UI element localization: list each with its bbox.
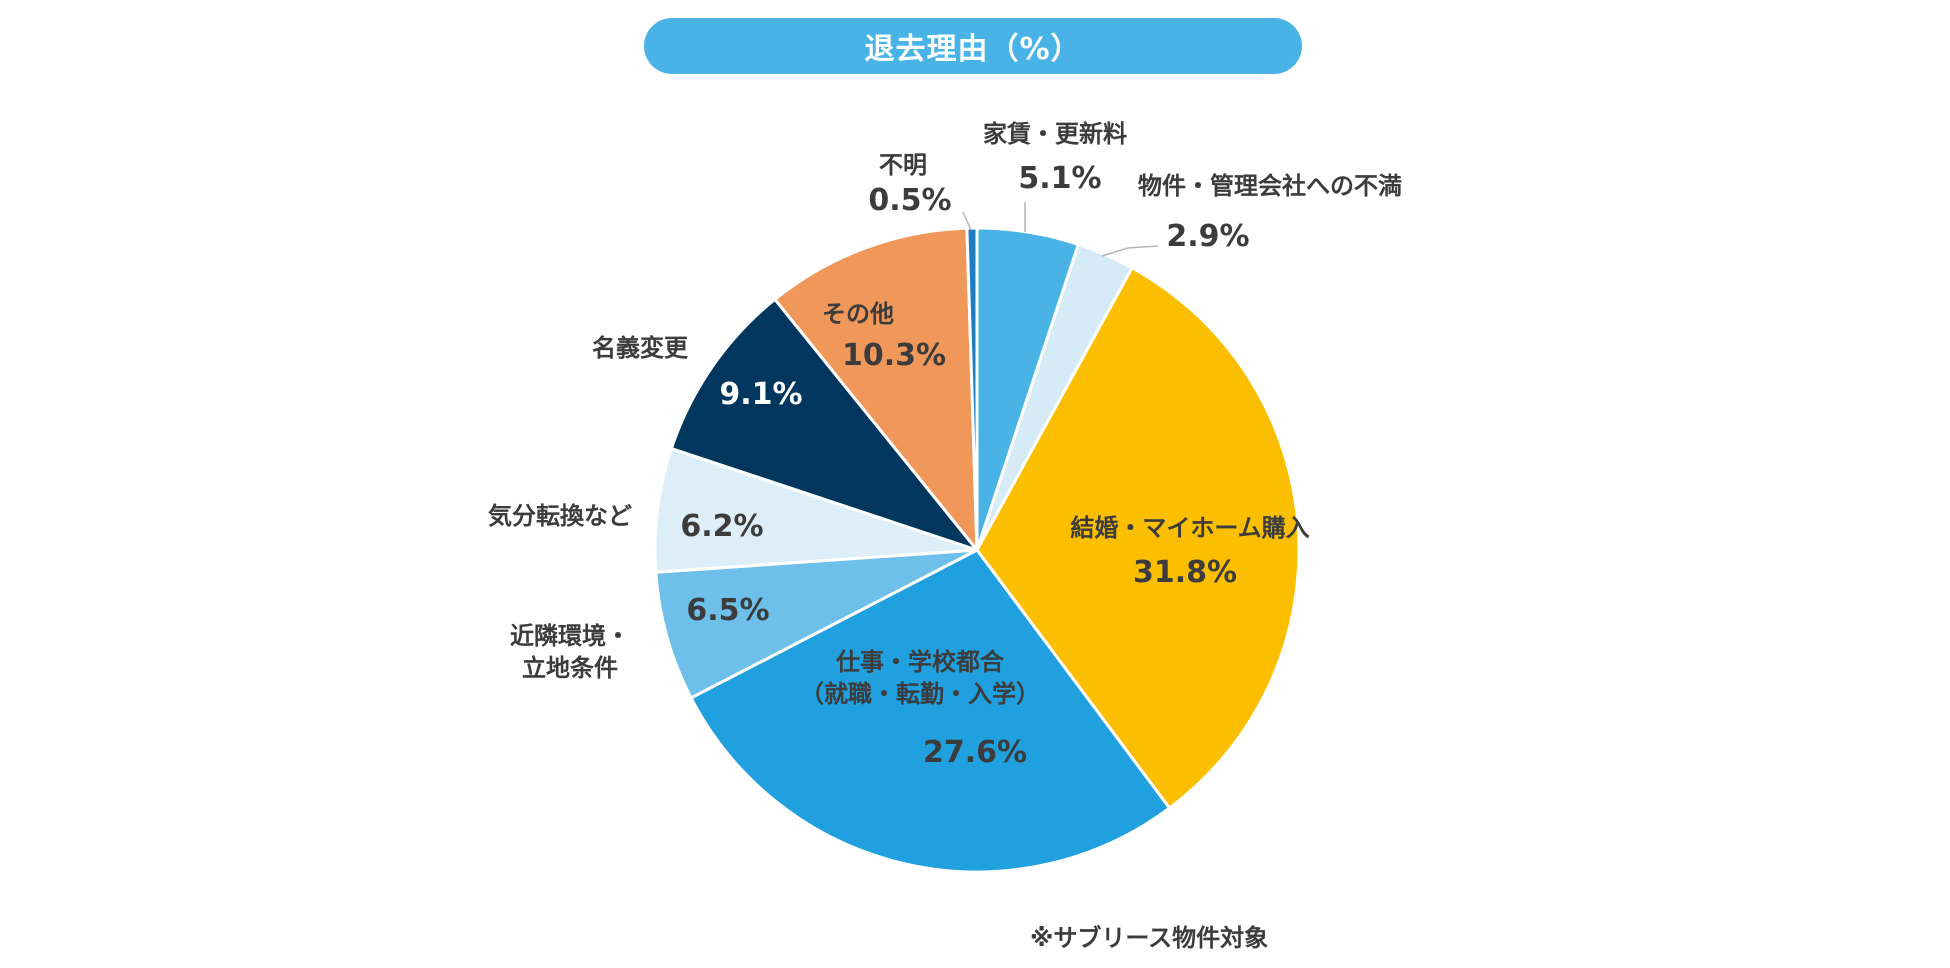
pie-slice-marriage-home	[975, 266, 1301, 810]
slice-value-name-change: 9.1%	[719, 377, 802, 412]
slice-value-rent-renewal: 5.1%	[1018, 161, 1101, 196]
leader-line-property-complaint	[1101, 245, 1159, 257]
slice-value-change-of-pace: 6.2%	[680, 509, 763, 544]
slice-value-work-school: 27.6%	[923, 735, 1027, 770]
slice-label-change-of-pace: 気分転換など	[488, 502, 632, 530]
slice-value-other: 10.3%	[842, 338, 946, 373]
pie-slice-unknown	[965, 226, 979, 552]
slice-value-marriage-home: 31.8%	[1133, 555, 1237, 590]
leader-lines-layer	[962, 202, 1159, 257]
slices-layer	[653, 226, 1301, 874]
slice-label-unknown: 不明	[879, 151, 927, 179]
slice-label-property-complaint: 物件・管理会社への不満	[1138, 172, 1402, 200]
pie-slice-other	[773, 226, 979, 552]
slice-label-work-school-line-2: （就職・転勤・入学）	[800, 680, 1040, 708]
pie-slice-work-school	[689, 548, 1172, 874]
chart-title: 退去理由（%）	[644, 18, 1302, 74]
slice-value-neighborhood: 6.5%	[686, 593, 769, 628]
slice-label-work-school-line-1: 仕事・学校都合	[835, 648, 1005, 676]
pie-slice-name-change	[669, 297, 979, 552]
slice-label-rent-renewal: 家賃・更新料	[983, 120, 1127, 148]
slice-value-unknown: 0.5%	[868, 183, 951, 218]
slice-value-property-complaint: 2.9%	[1166, 219, 1249, 254]
labels-layer: 家賃・更新料 5.1% 物件・管理会社への不満 2.9% 結婚・マイホーム購入 31.8%…	[488, 120, 1402, 770]
leader-line-unknown	[962, 211, 972, 231]
footnote: ※サブリース物件対象	[1030, 924, 1269, 952]
slice-label-name-change: 名義変更	[592, 334, 689, 362]
slice-label-marriage-home: 結婚・マイホーム購入	[1070, 514, 1309, 542]
pie-slice-change-of-pace	[653, 447, 979, 574]
pie-slice-neighborhood	[654, 548, 979, 700]
slice-label-other: その他	[822, 300, 894, 328]
slice-label-neighborhood-line-1: 近隣環境・	[510, 622, 630, 650]
slice-label-neighborhood-line-2: 立地条件	[522, 654, 618, 682]
